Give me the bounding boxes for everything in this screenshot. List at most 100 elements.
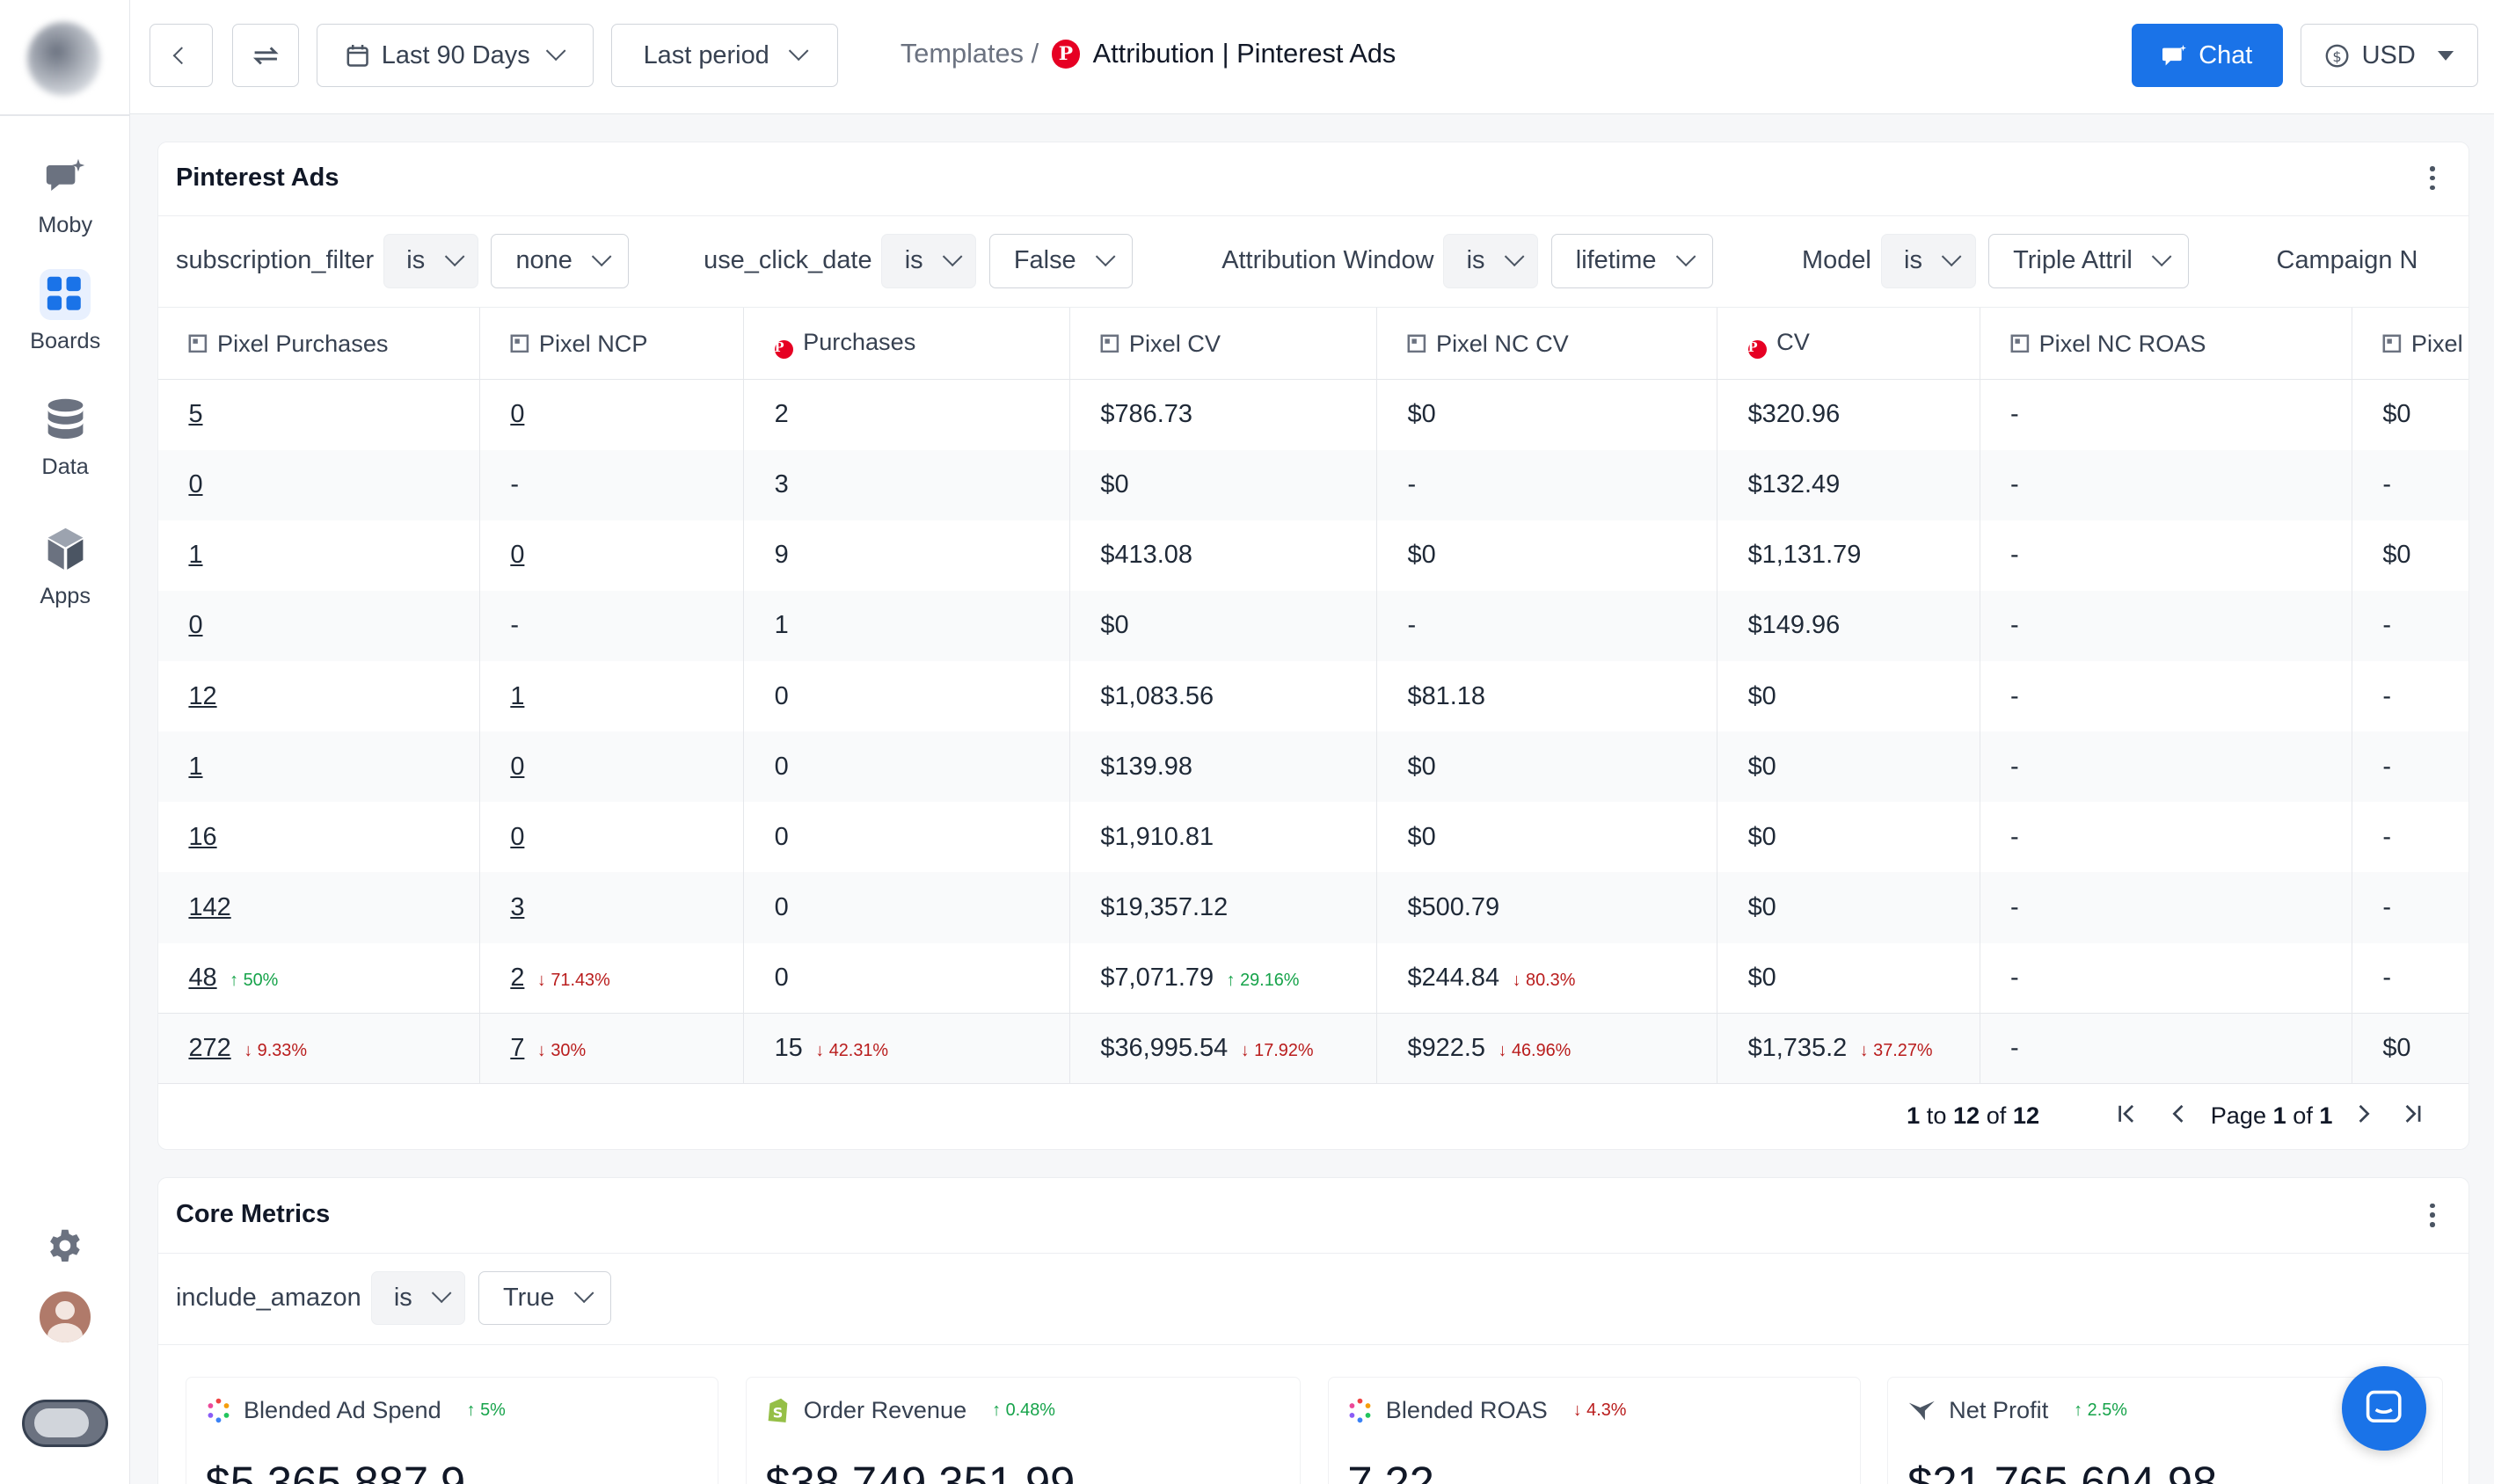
cell-value: - [2010,541,2019,570]
filter-value-select[interactable]: none [491,234,630,288]
column-header[interactable]: Pixel [2352,308,2468,381]
filter-operator-select[interactable]: is [1880,234,1976,288]
sidebar-item-boards[interactable]: Boards [0,268,130,355]
column-header[interactable]: Pixel Purchases [158,308,480,381]
filter-operator-select[interactable]: is [370,1270,466,1326]
table-total-row: 272 ↓ 9.33% 7 ↓ 30% 15 ↓ 42.31% $36,995.54 ↓ 17… [158,1013,2468,1085]
table-cell[interactable]: 1 [479,661,745,732]
cell-value: - [2010,1034,2019,1063]
currency-select[interactable]: $ USD [2300,24,2479,88]
cell-value: 0 [510,541,525,570]
cell-value: $0 [2382,1034,2411,1063]
table-cell: $1,910.81 [1069,802,1378,873]
table-cell: $320.96 [1717,379,1980,450]
table-cell[interactable]: 16 [158,802,480,873]
table-row: 0 - 3 $0 - $132.49 - - [158,449,2468,520]
table-row: 0 - 1 $0 - $149.96 - - [158,590,2468,662]
filter-operator-select[interactable]: is [881,234,977,288]
table-cell: $1,083.56 [1069,661,1378,732]
cell-value: - [2382,752,2391,781]
cell-value: - [2382,892,2391,921]
filter-operator-select[interactable]: is [383,234,478,288]
breadcrumb-parent-link[interactable]: Templates / [900,38,1039,69]
table-cell[interactable]: 0 [158,449,480,520]
table-cell[interactable]: 0 [479,520,745,591]
chevron-down-icon [2151,246,2172,267]
filter-label: subscription_filter [175,246,375,275]
table-cell[interactable]: 5 [158,379,480,450]
gear-icon [50,1229,80,1262]
filter-value-select[interactable]: lifetime [1550,234,1713,288]
filter-value-select[interactable]: True [478,1270,611,1326]
table-cell[interactable]: 0 [479,731,745,803]
cell-value: $0 [1747,681,1776,710]
table-row: 16 0 0 $1,910.81 $0 $0 - - [158,802,2468,873]
table-cell[interactable]: 0 [479,379,745,450]
filter-value-select[interactable]: Triple Attril [1988,234,2190,288]
chat-button[interactable]: Chat [2132,24,2283,88]
cell-value: 0 [188,611,203,640]
theme-toggle[interactable] [0,1399,130,1448]
cell-value: - [2382,681,2391,710]
cell-value: 0 [774,822,789,851]
cell-value: $1,735.2 [1747,1034,1848,1063]
cell-value: - [2010,400,2019,429]
sidebar-item-apps[interactable]: Apps [0,523,130,609]
next-page-button[interactable] [2357,1102,2373,1130]
table-cell[interactable]: 48 ↑ 50% [158,942,480,1014]
support-chat-button[interactable] [2341,1365,2426,1451]
card-menu-button[interactable] [2430,1203,2436,1227]
back-button[interactable] [149,24,214,88]
kpi-value: $21,765,604.98 [1907,1458,2218,1484]
svg-text:S: S [773,1405,784,1422]
chevron-left-icon [171,47,191,65]
table-cell: - [1980,942,2352,1014]
settings-button[interactable] [0,1228,130,1263]
column-header[interactable]: P CV [1717,308,1980,381]
kpi-tile[interactable]: Blended ROAS ↓ 4.3% 7.22 [1327,1376,1861,1484]
table-cell: 0 [743,731,1071,803]
table-cell[interactable]: 2 ↓ 71.43% [479,942,745,1014]
table-cell: $0 [1717,872,1980,943]
filter-value-select[interactable]: False [988,234,1133,288]
table-cell[interactable]: 0 [479,802,745,873]
column-header[interactable]: Pixel CV [1069,308,1378,381]
table-cell: - [1376,590,1718,662]
table-cell[interactable]: 12 [158,661,480,732]
sidebar-item-data[interactable]: Data [0,395,130,481]
table-cell: 3 [743,449,1071,520]
column-header[interactable]: Pixel NC ROAS [1980,308,2352,381]
filter-operator-select[interactable]: is [1443,234,1539,288]
kpi-tile[interactable]: Blended Ad Spend ↑ 5% $5,365,887.9 [185,1376,718,1484]
filter-label: use_click_date [704,246,872,275]
table-cell[interactable]: 7 ↓ 30% [479,1013,745,1085]
chevron-right-icon [2359,1104,2370,1123]
table-cell[interactable]: 3 [479,872,745,943]
cell-value: $132.49 [1747,470,1841,499]
column-header[interactable]: P Purchases [743,308,1071,381]
compare-period-select[interactable]: Last period [610,24,839,88]
brand-logo[interactable] [26,22,100,96]
table-cell: - [2352,449,2468,520]
table-cell[interactable]: 1 [158,520,480,591]
kpi-tile[interactable]: S Order Revenue ↑ 0.48% $38,749,351.99 [745,1376,1301,1484]
last-page-button[interactable] [2403,1102,2423,1130]
sidebar-item-moby[interactable]: Moby [0,153,130,239]
table-cell[interactable]: 0 [158,590,480,662]
column-header[interactable]: Pixel NCP [479,308,745,381]
table-cell[interactable]: 272 ↓ 9.33% [158,1013,480,1085]
cell-value: 12 [188,681,217,710]
date-range-select[interactable]: Last 90 Days [316,24,594,88]
user-avatar-button[interactable] [0,1291,130,1342]
sidebar: Moby Boards Data Apps [0,0,131,1484]
first-page-button[interactable] [2117,1102,2136,1130]
table-cell[interactable]: 142 [158,872,480,943]
table-cell: 0 [743,802,1071,873]
cell-delta: ↓ 46.96% [1498,1041,1572,1061]
cell-delta: ↓ 30% [536,1041,587,1061]
card-menu-button[interactable] [2430,166,2436,191]
refresh-button[interactable] [232,24,300,88]
table-cell[interactable]: 1 [158,731,480,803]
column-header[interactable]: Pixel NC CV [1376,308,1718,381]
prev-page-button[interactable] [2169,1102,2185,1130]
